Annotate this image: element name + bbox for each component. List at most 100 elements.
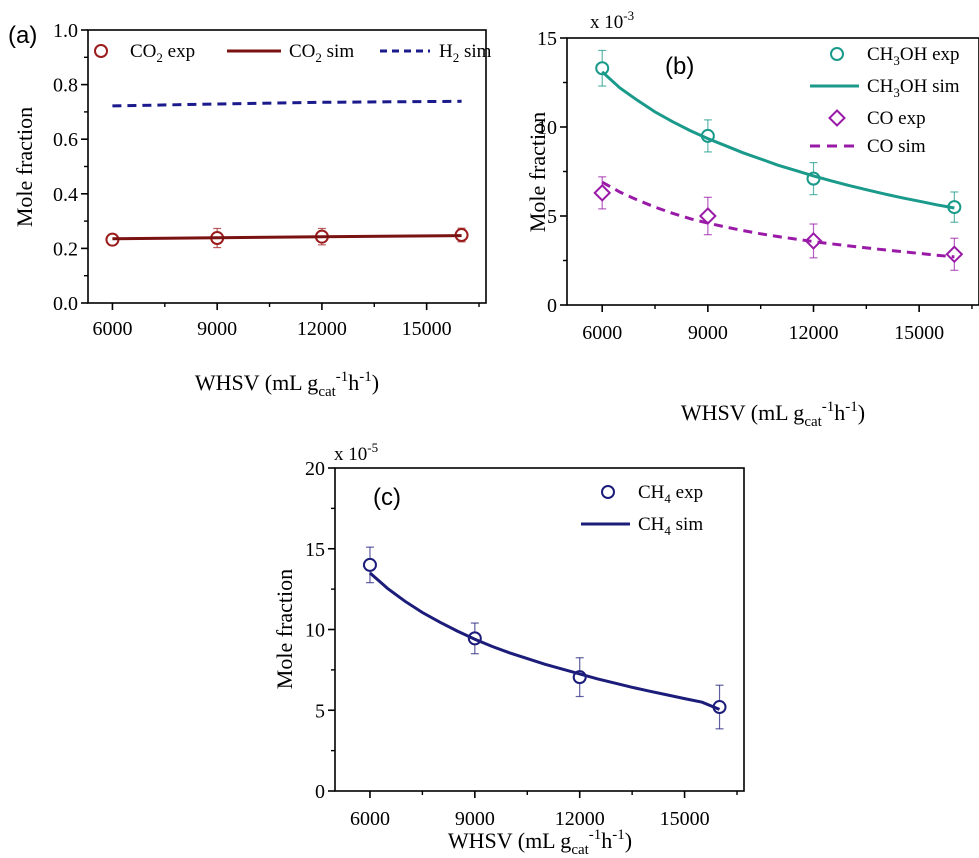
legend-marker xyxy=(601,485,615,499)
x-axis-label-part: cat xyxy=(804,414,822,430)
series-line xyxy=(369,571,721,711)
x-axis-label-part: ) xyxy=(625,828,632,853)
legend-label-part: CO xyxy=(289,41,315,62)
series-sim xyxy=(601,70,955,210)
data-point xyxy=(945,245,964,264)
y-axis-label: Mole fraction xyxy=(272,569,297,689)
data-point xyxy=(593,183,612,202)
y-tick-label: 0.4 xyxy=(53,184,78,206)
x-axis-label-part: h xyxy=(348,370,359,395)
x-axis-label: WHSV (mL gcat-1h-1) xyxy=(195,369,379,400)
legend-label-part: CO sim xyxy=(867,136,926,157)
exponent-label: x 10-3 xyxy=(590,8,634,33)
legend-label-part: CO xyxy=(130,41,156,62)
legend-marker xyxy=(94,44,108,58)
y-tick-label: 5 xyxy=(315,700,325,722)
series-sim xyxy=(369,571,721,711)
legend-label-part: CH xyxy=(638,514,665,535)
y-tick-label: 15 xyxy=(305,539,325,561)
x-axis-label-part: -1 xyxy=(612,827,625,843)
legend: CO2 exp CO2 sim H2 sim xyxy=(94,41,492,65)
x-axis-label: WHSV (mL gcat-1h-1) xyxy=(448,827,632,858)
x-axis-label-part: -1 xyxy=(822,399,835,415)
x-axis-label: WHSV (mL gcat-1h-1) xyxy=(681,399,865,430)
x-tick-label: 12000 xyxy=(555,808,605,830)
panel-a: 6000 9000 12000 15000 0.0 0.2 0.4 0.6 0.8 1.0 Mole… xyxy=(8,20,492,400)
x-tick-label: 12000 xyxy=(788,322,838,344)
x-tick-label: 15000 xyxy=(402,318,452,340)
legend-label-part: CH xyxy=(867,76,894,97)
x-axis-label-part: h xyxy=(601,828,612,853)
legend-label: H2 sim xyxy=(439,41,492,65)
x-axis-label-part: ) xyxy=(858,400,865,425)
y-tick-label: 15 xyxy=(537,28,557,50)
x-axis-label-part: -1 xyxy=(336,369,349,385)
x-axis-label-part: -1 xyxy=(845,399,858,415)
series-line xyxy=(601,180,955,259)
y-axis-label: Mole fraction xyxy=(12,107,37,227)
x-axis-label-part: -1 xyxy=(359,369,372,385)
y-tick-label: 0.2 xyxy=(53,238,78,260)
legend-label: CO exp xyxy=(867,108,926,129)
panel-label: (b) xyxy=(665,53,694,80)
data-point xyxy=(362,557,377,572)
x-tick-label: 15000 xyxy=(894,322,944,344)
series-line xyxy=(601,70,955,210)
series-exp xyxy=(593,176,964,271)
panel-c: 6000 9000 12000 15000 0 5 10 15 20 Mole fraction W… xyxy=(272,440,745,858)
exponent-label: x 10-5 xyxy=(334,440,378,465)
y-tick-label: 0.0 xyxy=(53,293,78,315)
x-axis-label-part: h xyxy=(834,400,845,425)
series-line xyxy=(112,234,462,241)
y-tick-label: 5 xyxy=(547,206,557,228)
data-point xyxy=(804,232,823,250)
x-tick-label: 15000 xyxy=(660,808,710,830)
panel-label: (a) xyxy=(8,22,37,49)
x-axis-label-part: cat xyxy=(318,384,336,400)
legend-marker xyxy=(830,47,844,61)
legend-label: CH3OH exp xyxy=(867,44,960,68)
x-axis-label-part: WHSV (mL g xyxy=(681,400,804,425)
legend-label: CH3OH sim xyxy=(867,76,960,100)
y-tick-label: 10 xyxy=(537,117,557,139)
data-point xyxy=(595,61,610,76)
series-sim xyxy=(112,99,462,108)
legend-marker xyxy=(828,109,846,127)
legend-label: CH4 sim xyxy=(638,514,703,538)
legend-label-part: CO exp xyxy=(867,108,926,129)
y-tick-label: 0.8 xyxy=(53,75,78,97)
series-sim xyxy=(601,180,955,259)
x-axis-label-part: WHSV (mL g xyxy=(448,828,571,853)
legend-label-part: H xyxy=(439,41,453,62)
y-tick-label: 0 xyxy=(315,781,325,803)
legend: CH3OH exp CH3OH sim CO exp CO sim xyxy=(810,44,960,157)
plot-frame xyxy=(87,29,487,304)
y-axis-label: Mole fraction xyxy=(525,112,550,232)
y-tick-label: 0 xyxy=(547,295,557,317)
x-tick-label: 6000 xyxy=(92,318,132,340)
legend-label-part: CH xyxy=(638,482,665,503)
y-tick-label: 20 xyxy=(305,458,325,480)
x-axis-label-part: ) xyxy=(372,370,379,395)
legend: CH4 exp CH4 sim xyxy=(581,482,703,538)
x-tick-label: 6000 xyxy=(350,808,390,830)
x-tick-label: 6000 xyxy=(582,322,622,344)
legend-label: CO sim xyxy=(867,136,926,157)
series-sim xyxy=(112,234,462,241)
x-axis-label-part: WHSV (mL g xyxy=(195,370,318,395)
x-tick-label: 9000 xyxy=(455,808,495,830)
y-tick-label: 0.6 xyxy=(53,129,78,151)
legend-label: CO2 sim xyxy=(289,41,354,65)
y-tick-label: 10 xyxy=(305,620,325,642)
x-tick-label: 9000 xyxy=(197,318,237,340)
legend-label-part: CH xyxy=(867,44,894,65)
legend-label: CO2 exp xyxy=(130,41,195,65)
series-line xyxy=(112,99,462,108)
panel-b: 6000 9000 12000 15000 0 5 10 15 Mole fraction WHS… xyxy=(525,8,979,430)
y-tick-label: 1.0 xyxy=(53,20,78,42)
panel-label: (c) xyxy=(373,484,401,511)
x-axis-label-part: cat xyxy=(571,842,589,858)
legend-label: CH4 exp xyxy=(638,482,703,506)
x-tick-label: 9000 xyxy=(688,322,728,344)
